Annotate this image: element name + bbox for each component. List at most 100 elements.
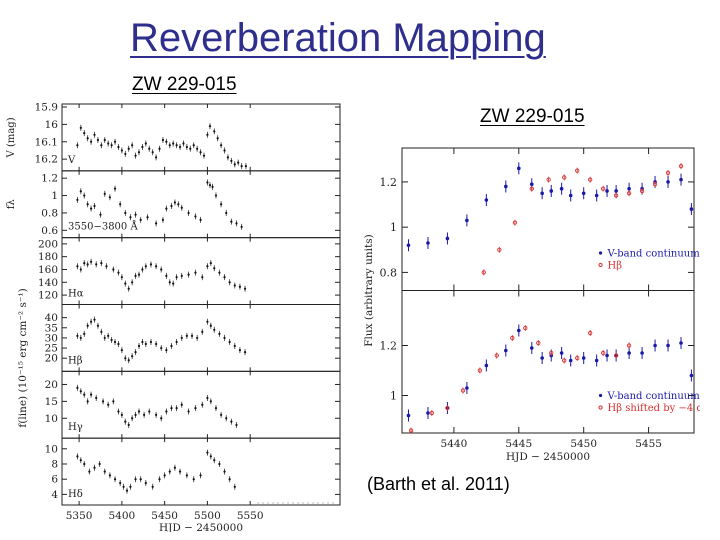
- panel-frame: [61, 103, 341, 172]
- data-point: [79, 126, 82, 129]
- data-point: [185, 334, 188, 337]
- legend-label: Hβ: [608, 261, 623, 272]
- data-point: [233, 284, 236, 287]
- continuum-point: [640, 351, 644, 355]
- x-tick-label: 5445: [505, 438, 532, 450]
- data-point: [178, 145, 182, 149]
- y-tick-label: 1.2: [380, 340, 398, 353]
- data-point: [113, 187, 117, 190]
- data-point: [190, 334, 194, 337]
- hbeta-point: [652, 182, 658, 187]
- data-point: [148, 147, 151, 150]
- legend-marker: [598, 262, 603, 268]
- data-point: [230, 159, 233, 162]
- hbeta-point: [481, 270, 486, 275]
- data-point: [223, 336, 226, 340]
- continuum-point: [484, 363, 489, 368]
- data-point: [194, 215, 197, 218]
- data-point: [158, 478, 161, 481]
- data-point: [165, 207, 168, 210]
- data-point: [83, 332, 86, 335]
- data-point: [120, 149, 123, 152]
- hbeta-point: [429, 410, 434, 416]
- data-point: [137, 344, 141, 348]
- data-point: [230, 220, 233, 223]
- data-point: [225, 417, 228, 420]
- x-tick-label: 5350: [66, 510, 93, 522]
- data-point: [192, 478, 195, 481]
- data-point: [243, 351, 247, 354]
- y-tick-label: 35: [45, 322, 58, 334]
- data-point: [76, 455, 79, 458]
- data-point: [168, 144, 171, 147]
- hbeta-point: [562, 358, 567, 363]
- data-point: [146, 216, 149, 219]
- data-point: [105, 265, 108, 268]
- hbeta-point: [613, 353, 619, 358]
- y-tick-label: 1: [390, 390, 397, 403]
- data-point: [127, 147, 130, 150]
- data-point: [134, 213, 137, 216]
- data-point: [213, 459, 216, 462]
- data-point: [89, 140, 93, 143]
- data-point: [154, 413, 158, 416]
- y-tick-label: 30: [45, 332, 58, 344]
- x-tick-label: 5550: [237, 510, 264, 522]
- data-point: [160, 346, 163, 350]
- data-point: [86, 203, 89, 206]
- data-point: [144, 142, 147, 145]
- x-tick-label: 5400: [109, 510, 136, 522]
- data-point: [93, 466, 96, 469]
- common-y-axis-label: f(line) (10⁻¹⁵ erg cm⁻² s⁻¹): [17, 288, 29, 427]
- data-point: [175, 340, 178, 344]
- hbeta-point: [549, 350, 554, 356]
- continuum-point: [406, 243, 411, 248]
- continuum-point: [540, 356, 544, 360]
- y-tick-label: 160: [38, 264, 58, 276]
- continuum-point: [581, 356, 586, 360]
- data-point: [86, 324, 89, 327]
- data-point: [93, 133, 96, 136]
- data-point: [218, 271, 221, 274]
- data-point: [199, 151, 202, 154]
- data-point: [185, 145, 188, 149]
- legend-marker: [598, 251, 603, 255]
- continuum-point: [568, 358, 573, 363]
- hbeta-point: [575, 355, 580, 361]
- data-point: [120, 413, 123, 416]
- data-point: [124, 211, 127, 215]
- y-tick-label: 15: [45, 396, 58, 408]
- y-tick-label: 140: [38, 277, 58, 289]
- continuum-point: [594, 358, 599, 363]
- data-point: [213, 267, 216, 270]
- data-point: [208, 125, 212, 128]
- continuum-point: [581, 191, 586, 196]
- y-tick-label: 6: [51, 474, 58, 486]
- data-point: [83, 393, 86, 396]
- data-point: [76, 144, 79, 147]
- data-point: [209, 261, 212, 265]
- legend-label: Hβ shifted by −4 days: [608, 403, 700, 414]
- hbeta-point: [445, 405, 450, 411]
- hbeta-point: [678, 163, 684, 169]
- data-point: [233, 344, 236, 348]
- data-point: [165, 410, 168, 413]
- panel-frame: [61, 370, 341, 439]
- data-point: [93, 204, 96, 208]
- data-point: [238, 348, 242, 352]
- data-point: [127, 359, 130, 362]
- data-point: [88, 470, 91, 473]
- data-point: [180, 206, 183, 209]
- y-tick-label: 10: [45, 443, 58, 455]
- continuum-point: [559, 351, 564, 355]
- data-point: [209, 400, 212, 403]
- hbeta-point: [626, 343, 632, 348]
- data-point: [117, 145, 120, 149]
- hbeta-point: [477, 368, 483, 373]
- data-point: [220, 144, 223, 147]
- data-point: [134, 478, 137, 481]
- data-point: [124, 420, 127, 423]
- continuum-point: [484, 198, 489, 202]
- data-point: [182, 142, 185, 145]
- continuum-point: [679, 341, 683, 345]
